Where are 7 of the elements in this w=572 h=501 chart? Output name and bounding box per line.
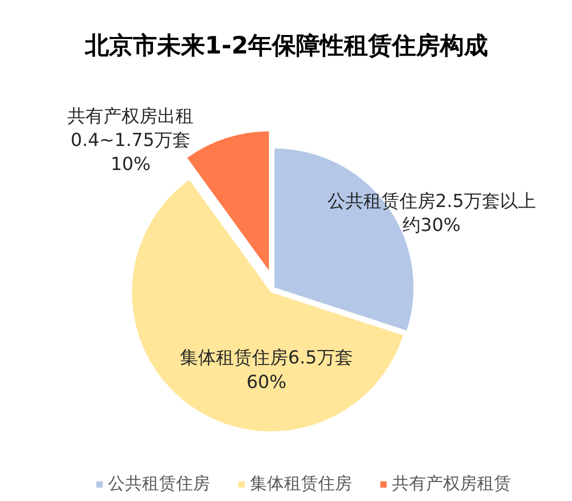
legend-label: 集体租赁住房 bbox=[250, 473, 352, 495]
legend-label: 共有产权房租赁 bbox=[392, 473, 511, 495]
data-label: 集体租赁住房6.5万套60% bbox=[180, 348, 353, 393]
data-label: 共有产权房出租0.4~1.75万套10% bbox=[68, 106, 194, 176]
data-label: 公共租赁住房2.5万套以上约30% bbox=[327, 191, 536, 236]
chart-title: 北京市未来1-2年保障性租赁住房构成 bbox=[84, 32, 488, 60]
legend-label: 公共租赁住房 bbox=[108, 473, 210, 495]
